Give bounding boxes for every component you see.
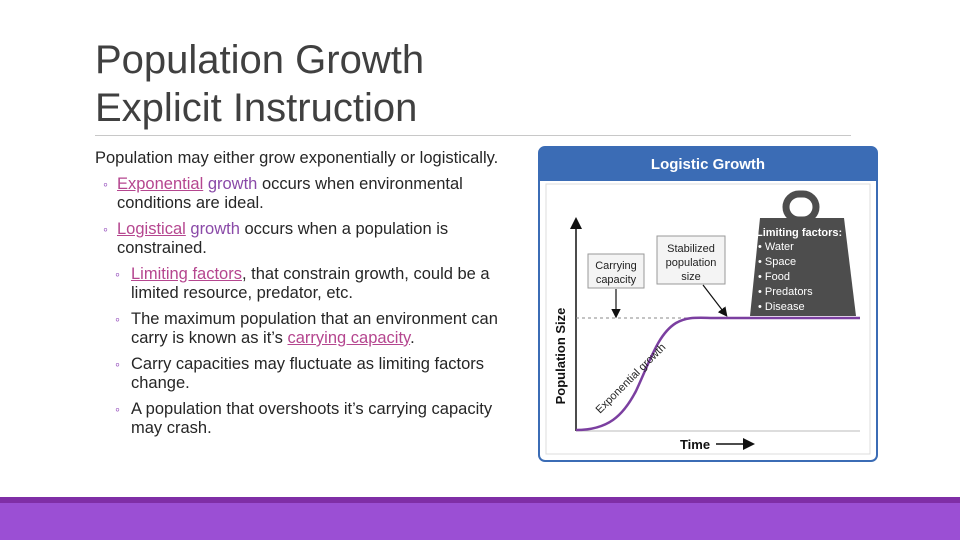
slide-title: Population Growth Explicit Instruction [95, 36, 795, 132]
carrying-label-line2: capacity [596, 274, 637, 286]
stabilized-label-line3: size [681, 271, 701, 283]
logistical-link[interactable]: Logistical [117, 219, 186, 238]
weight-body [750, 218, 856, 316]
carrying-capacity-box [587, 253, 645, 289]
exponential-link[interactable]: Exponential [117, 174, 204, 193]
limiting-factors-link[interactable]: Limiting factors [131, 264, 242, 283]
logistic-growth-figure: Logistic Growth Population Size Time Exp… [538, 146, 878, 462]
footer-accent-line [0, 497, 960, 503]
footer-band [0, 503, 960, 540]
bullet-exponential: ◦ Exponential growth occurs when environ… [95, 175, 520, 214]
bullet-marker: ◦ [115, 265, 120, 282]
title-line-1: Population Growth [95, 38, 425, 82]
log-growth-word: growth [190, 219, 240, 238]
title-divider [95, 135, 851, 136]
x-axis-label: Time [680, 437, 710, 452]
logistic-curve [575, 316, 860, 432]
factor-item: • Space [758, 256, 796, 268]
crash-text: A population that overshoots it’s carryi… [131, 399, 493, 438]
carrying-label-line1: Carrying [595, 260, 637, 272]
weight-title: Limiting factors: [756, 227, 842, 239]
bullet-marker: ◦ [115, 310, 120, 327]
bullet-carrying-capacity: ◦ The maximum population that an environ… [95, 310, 520, 349]
factor-item: • Food [758, 271, 790, 283]
limiting-factors-weight [750, 190, 856, 316]
stabilized-box [656, 235, 726, 285]
factor-item: • Predators [758, 286, 813, 298]
bullet-crash: ◦ A population that overshoots it’s carr… [95, 400, 520, 439]
title-line-2: Explicit Instruction [95, 86, 418, 130]
figure-header-bar-bottom [539, 171, 877, 181]
max-text: The maximum population that an environme… [131, 309, 498, 348]
exp-rest: occurs when environmental conditions are… [117, 174, 463, 213]
exp-growth-word: growth [207, 174, 258, 193]
bullet-fluctuate: ◦ Carry capacities may fluctuate as limi… [95, 355, 520, 394]
figure-header: Logistic Growth [651, 156, 765, 173]
log-rest: occurs when a population is constrained. [117, 219, 449, 258]
stabilized-label-line1: Stabilized [667, 243, 715, 255]
content-body: Population may either grow exponentially… [95, 149, 520, 439]
bullet-marker: ◦ [115, 400, 120, 417]
stabilized-label-line2: population [666, 257, 717, 269]
stabilized-pointer [702, 284, 728, 317]
y-axis-label: Population Size [553, 308, 568, 405]
bullet-marker: ◦ [115, 355, 120, 372]
factor-item: • Water [758, 241, 794, 253]
bullet-marker: ◦ [103, 220, 108, 237]
carrying-capacity-link[interactable]: carrying capacity [287, 329, 411, 347]
factor-item: • Disease [758, 301, 805, 313]
fluct-text: Carry capacities may fluctuate as limiti… [131, 354, 485, 393]
bullet-marker: ◦ [103, 175, 108, 192]
intro-paragraph: Population may either grow exponentially… [95, 149, 499, 167]
max-end: . [410, 329, 415, 347]
lim-rest: , that constrain growth, could be a limi… [131, 264, 490, 303]
bullet-limiting-factors: ◦ Limiting factors, that constrain growt… [95, 265, 520, 304]
bullet-logistical: ◦ Logistical growth occurs when a popula… [95, 220, 520, 259]
